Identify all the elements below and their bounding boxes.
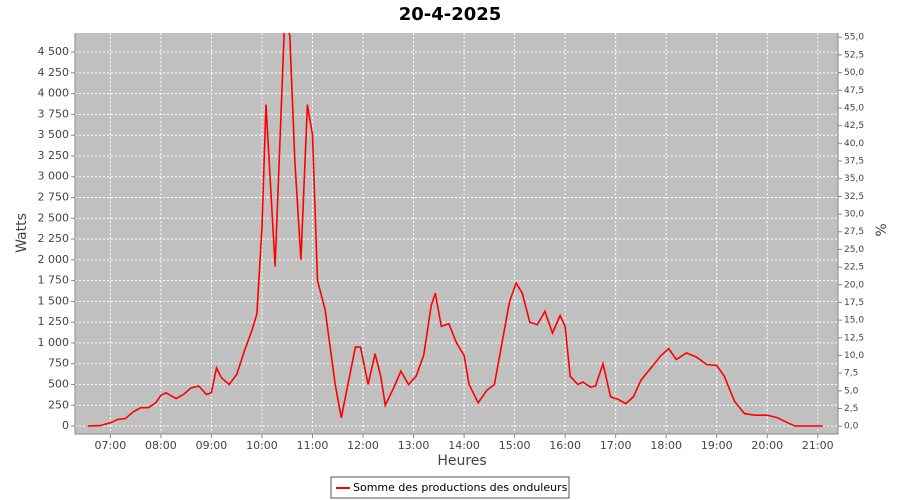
plot-area (75, 33, 838, 434)
y-tick-label: 2 500 (38, 211, 70, 224)
x-tick-label: 19:00 (701, 439, 733, 452)
y2-tick-label: 37,5 (844, 157, 864, 167)
y2-tick-label: 47,5 (844, 86, 864, 96)
y-axis-title: Watts (14, 213, 30, 253)
y2-tick-label: 35,0 (844, 174, 864, 184)
y2-tick-label: 7,5 (844, 369, 858, 379)
y2-tick-label: 10,0 (844, 351, 864, 361)
x-tick-label: 11:00 (297, 439, 329, 452)
y2-tick-label: 20,0 (844, 280, 864, 290)
x-axis-title: Heures (437, 453, 486, 469)
y-tick-label: 0 (62, 419, 69, 432)
y-tick-label: 4 000 (38, 87, 70, 100)
x-tick-label: 14:00 (448, 439, 480, 452)
y2-tick-label: 5,0 (844, 386, 859, 396)
y-tick-label: 3 500 (38, 128, 70, 141)
y-tick-label: 2 000 (38, 253, 70, 266)
y-tick-label: 2 750 (38, 191, 70, 204)
y-tick-label: 1 500 (38, 294, 70, 307)
y2-tick-label: 12,5 (844, 333, 864, 343)
x-tick-label: 21:00 (802, 439, 834, 452)
x-tick-label: 07:00 (95, 439, 127, 452)
y2-tick-label: 52,5 (844, 50, 864, 60)
y2-tick-label: 55,0 (844, 33, 864, 43)
y-tick-label: 2 250 (38, 232, 70, 245)
y2-tick-label: 32,5 (844, 192, 864, 202)
legend-box (330, 476, 570, 499)
x-tick-label: 10:00 (246, 439, 278, 452)
y-tick-label: 3 000 (38, 170, 70, 183)
x-tick-label: 20:00 (751, 439, 783, 452)
y2-tick-label: 2,5 (844, 404, 858, 414)
y-tick-label: 1 250 (38, 315, 70, 328)
y2-tick-label: 17,5 (844, 298, 864, 308)
x-tick-label: 08:00 (145, 439, 177, 452)
y2-tick-label: 27,5 (844, 227, 864, 237)
y-tick-label: 3 750 (38, 107, 70, 120)
legend-label: Somme des productions des onduleurs (353, 481, 568, 494)
y2-tick-label: 15,0 (844, 316, 864, 326)
x-tick-label: 09:00 (196, 439, 228, 452)
x-tick-label: 15:00 (499, 439, 531, 452)
x-tick-label: 16:00 (549, 439, 581, 452)
y-tick-label: 1 000 (38, 336, 70, 349)
y2-tick-label: 42,5 (844, 121, 864, 131)
chart-title: 20-4-2025 (399, 4, 502, 25)
y2-axis-title: % (874, 223, 890, 236)
y2-tick-label: 22,5 (844, 263, 864, 273)
y2-tick-label: 50,0 (844, 68, 864, 78)
y2-tick-label: 0,0 (844, 422, 859, 432)
y-tick-label: 750 (48, 357, 69, 370)
y2-tick-label: 30,0 (844, 210, 864, 220)
y2-tick-label: 25,0 (844, 245, 864, 255)
y-tick-label: 500 (48, 377, 69, 390)
x-tick-label: 12:00 (347, 439, 379, 452)
x-tick-label: 13:00 (398, 439, 430, 452)
y-tick-label: 3 250 (38, 149, 70, 162)
y-tick-label: 4 250 (38, 66, 70, 79)
y2-tick-label: 40,0 (844, 139, 864, 149)
data-line (87, 33, 823, 427)
x-tick-label: 17:00 (600, 439, 632, 452)
y-tick-label: 4 500 (38, 45, 70, 58)
y-tick-label: 250 (48, 398, 69, 411)
y2-tick-label: 45,0 (844, 103, 864, 113)
x-tick-label: 18:00 (650, 439, 682, 452)
y-tick-label: 1 750 (38, 274, 70, 287)
